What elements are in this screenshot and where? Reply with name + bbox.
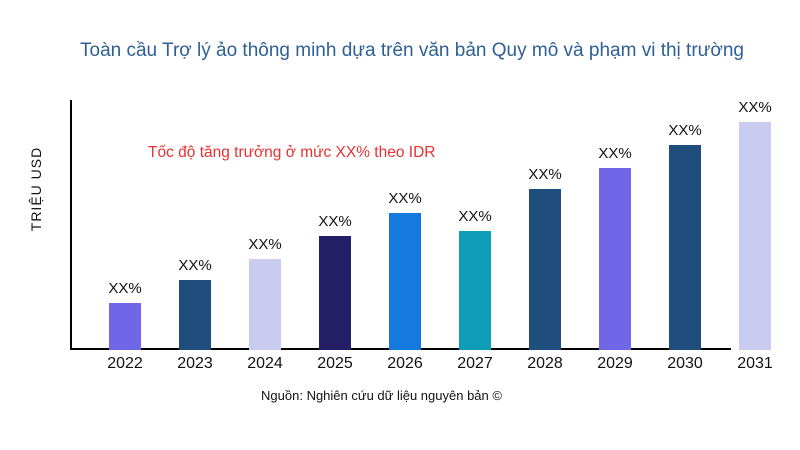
bar-value-label: XX%: [738, 99, 772, 116]
bar-value-label: XX%: [248, 236, 282, 253]
x-tick-label: 2026: [387, 355, 423, 372]
chart-title: Toàn cầu Trợ lý ảo thông minh dựa trên v…: [80, 40, 744, 61]
bar-2023: [179, 280, 211, 350]
x-tick-label: 2031: [737, 355, 773, 372]
bar-value-label: XX%: [458, 208, 492, 225]
x-tick-label: 2029: [597, 355, 633, 372]
x-tick-label: 2024: [247, 355, 283, 372]
bar-value-label: XX%: [108, 280, 142, 297]
growth-rate-annotation: Tốc độ tăng trưởng ở mức XX% theo IDR: [148, 144, 436, 161]
bar-value-label: XX%: [178, 257, 212, 274]
x-tick-label: 2030: [667, 355, 703, 372]
bar-2022: [109, 303, 141, 350]
bar-2031: [739, 122, 771, 350]
bar-value-label: XX%: [668, 122, 702, 139]
y-axis-line: [70, 100, 72, 350]
bar-value-label: XX%: [388, 190, 422, 207]
bar-2030: [669, 145, 701, 350]
bar-value-label: XX%: [598, 145, 632, 162]
bar-value-label: XX%: [528, 166, 562, 183]
bar-2024: [249, 259, 281, 350]
x-tick-label: 2028: [527, 355, 563, 372]
source-footer: Nguồn: Nghiên cứu dữ liệu nguyên bản ©: [261, 388, 502, 403]
x-tick-label: 2027: [457, 355, 493, 372]
y-axis-label: TRIỆU USD: [28, 146, 44, 232]
x-tick-label: 2023: [177, 355, 213, 372]
x-tick-label: 2025: [317, 355, 353, 372]
bar-2029: [599, 168, 631, 350]
x-tick-label: 2022: [107, 355, 143, 372]
bar-2025: [319, 236, 351, 350]
bars-container: XX% XX% XX% XX% XX% XX% XX% XX% XX% XX%: [70, 99, 800, 350]
bar-2027: [459, 231, 491, 350]
bar-value-label: XX%: [318, 213, 352, 230]
bar-2026: [389, 213, 421, 350]
bar-2028: [529, 189, 561, 350]
